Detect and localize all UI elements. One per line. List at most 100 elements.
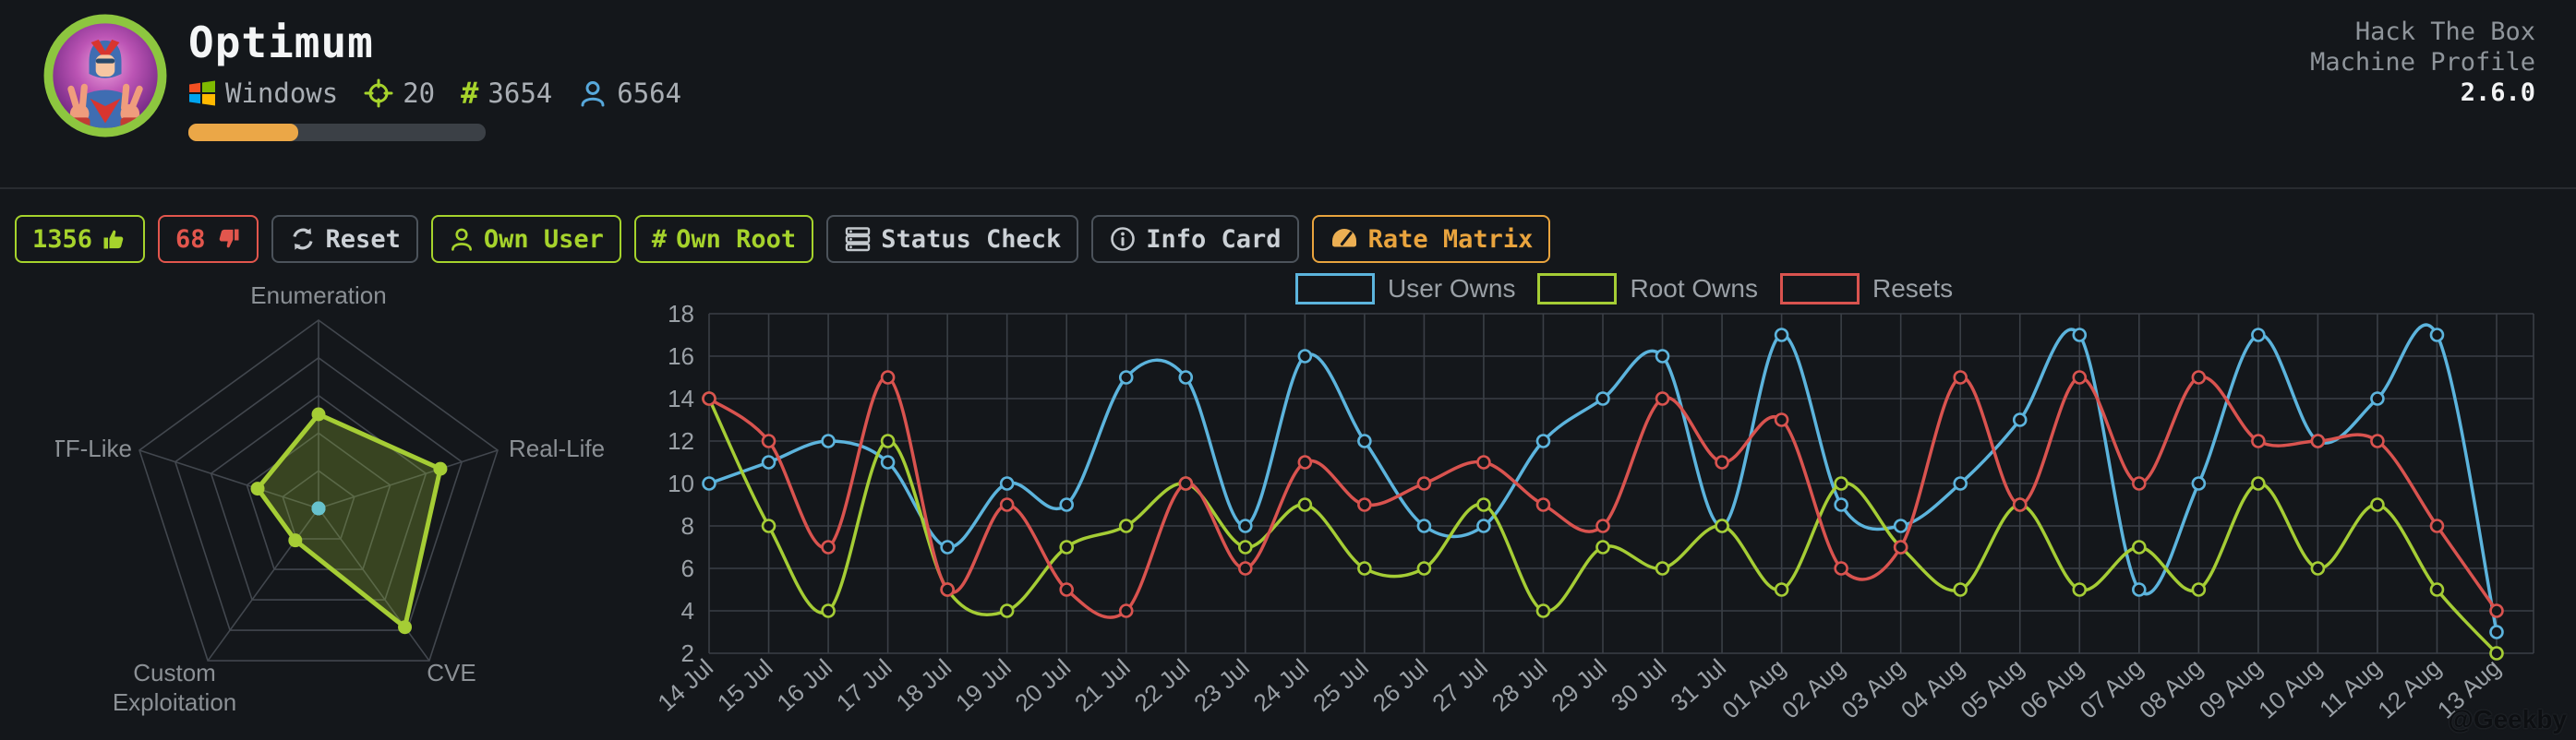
own-root-label: Own Root xyxy=(676,224,797,254)
toolbar: 1356 68 Reset xyxy=(15,215,1551,263)
svg-text:23 Jul: 23 Jul xyxy=(1188,653,1255,717)
status-check-button[interactable]: Status Check xyxy=(826,215,1079,263)
status-check-label: Status Check xyxy=(881,224,1062,254)
line-series-resets xyxy=(702,370,2504,619)
dislike-button[interactable]: 68 xyxy=(158,215,259,263)
brand-line1: Hack The Box xyxy=(2354,18,2535,46)
progress-fill xyxy=(188,124,299,141)
svg-text:12 Aug: 12 Aug xyxy=(2372,653,2446,723)
svg-text:11 Aug: 11 Aug xyxy=(2314,653,2387,722)
machine-info: Optimum Windows 20 # 3654 6564 xyxy=(188,18,691,141)
svg-text:06 Aug: 06 Aug xyxy=(2015,653,2088,723)
svg-text:02 Aug: 02 Aug xyxy=(1776,653,1850,723)
svg-text:27 Jul: 27 Jul xyxy=(1426,653,1493,717)
svg-text:12: 12 xyxy=(668,427,694,455)
legend-item-root-owns[interactable]: Root Owns xyxy=(1537,273,1758,304)
svg-text:15 Jul: 15 Jul xyxy=(712,653,778,717)
svg-text:09 Aug: 09 Aug xyxy=(2194,653,2268,723)
reset-button[interactable]: Reset xyxy=(271,215,418,263)
svg-text:CTF-Like: CTF-Like xyxy=(55,435,132,462)
rate-matrix-label: Rate Matrix xyxy=(1367,224,1534,254)
like-count: 1356 xyxy=(32,224,93,254)
svg-text:10: 10 xyxy=(668,470,694,497)
svg-text:01 Aug: 01 Aug xyxy=(1716,653,1790,723)
like-button[interactable]: 1356 xyxy=(15,215,146,263)
svg-text:16 Jul: 16 Jul xyxy=(771,653,837,717)
rate-matrix-radar-chart: Enumeration Real-Life CVE Custom Exploitatio… xyxy=(55,286,605,716)
info-card-button[interactable]: Info Card xyxy=(1091,215,1299,263)
windows-logo-icon xyxy=(189,80,215,106)
svg-text:17 Jul: 17 Jul xyxy=(831,653,897,717)
header-divider xyxy=(0,187,2576,189)
hash-icon: # xyxy=(651,224,668,254)
machine-name: Optimum xyxy=(188,18,374,67)
svg-text:22 Jul: 22 Jul xyxy=(1129,653,1196,717)
svg-text:24 Jul: 24 Jul xyxy=(1248,653,1315,717)
svg-text:Real-Life: Real-Life xyxy=(509,435,605,462)
svg-text:05 Aug: 05 Aug xyxy=(1955,653,2028,723)
svg-text:18 Jul: 18 Jul xyxy=(891,653,957,717)
legend-swatch xyxy=(1537,273,1618,304)
radar-axis-labels: Enumeration Real-Life CVE Custom Exploitatio… xyxy=(55,286,605,716)
rate-matrix-button[interactable]: Rate Matrix xyxy=(1311,215,1551,263)
own-user-button[interactable]: Own User xyxy=(430,215,621,263)
machine-id: 3654 xyxy=(488,78,553,109)
gauge-icon xyxy=(1331,229,1356,247)
brand-block: Hack The Box Machine Profile 2.6.0 xyxy=(2310,17,2535,108)
svg-text:25 Jul: 25 Jul xyxy=(1307,653,1374,717)
legend-item-resets[interactable]: Resets xyxy=(1779,273,1954,304)
target-icon xyxy=(364,78,393,108)
legend-swatch xyxy=(1779,273,1860,304)
thumbs-down-icon xyxy=(219,229,239,248)
svg-text:30 Jul: 30 Jul xyxy=(1606,653,1672,717)
legend-item-user-owns[interactable]: User Owns xyxy=(1295,273,1515,304)
radar-series-machine-rating xyxy=(250,407,448,635)
svg-text:CVE: CVE xyxy=(427,659,475,686)
refresh-icon xyxy=(292,228,313,250)
svg-text:07 Aug: 07 Aug xyxy=(2075,653,2149,723)
info-icon xyxy=(1111,227,1136,251)
info-card-label: Info Card xyxy=(1146,224,1282,254)
machine-points: 20 xyxy=(403,78,436,109)
radar-grid xyxy=(138,319,499,662)
machine-avatar xyxy=(43,14,167,137)
reset-label: Reset xyxy=(325,224,401,254)
legend-label: Resets xyxy=(1872,274,1954,303)
progress-bar xyxy=(188,124,486,141)
person-icon xyxy=(451,228,472,251)
svg-text:2: 2 xyxy=(681,639,694,667)
own-root-button[interactable]: # Own Root xyxy=(633,215,814,263)
svg-text:19 Jul: 19 Jul xyxy=(950,653,1017,717)
brand-line2: Machine Profile xyxy=(2310,48,2535,77)
svg-text:03 Aug: 03 Aug xyxy=(1836,653,1909,723)
server-icon xyxy=(845,227,871,252)
svg-text:Enumeration: Enumeration xyxy=(250,286,386,309)
user-icon xyxy=(581,81,605,107)
svg-text:21 Jul: 21 Jul xyxy=(1069,653,1136,717)
os-label: Windows xyxy=(225,78,339,109)
svg-text:4: 4 xyxy=(681,597,694,625)
chart-legend: User Owns Root Owns Resets xyxy=(1295,273,1953,304)
legend-label: User Owns xyxy=(1388,274,1516,303)
svg-text:8: 8 xyxy=(681,512,694,540)
svg-text:6: 6 xyxy=(681,555,694,582)
radar-series-user-rating xyxy=(311,501,326,516)
legend-label: Root Owns xyxy=(1630,274,1758,303)
svg-text:10 Aug: 10 Aug xyxy=(2253,653,2327,723)
watermark: @Geekby xyxy=(2448,705,2567,734)
svg-text:26 Jul: 26 Jul xyxy=(1367,653,1434,717)
hash-icon: # xyxy=(461,76,479,111)
user-owns-count: 6564 xyxy=(617,78,682,109)
svg-text:08 Aug: 08 Aug xyxy=(2134,653,2208,723)
svg-text:14: 14 xyxy=(668,385,694,412)
svg-text:04 Aug: 04 Aug xyxy=(1896,653,1969,723)
own-user-label: Own User xyxy=(483,224,604,254)
legend-swatch xyxy=(1295,273,1375,304)
version-label: 2.6.0 xyxy=(2460,78,2535,107)
dislike-count: 68 xyxy=(175,224,206,254)
svg-text:29 Jul: 29 Jul xyxy=(1546,653,1612,717)
